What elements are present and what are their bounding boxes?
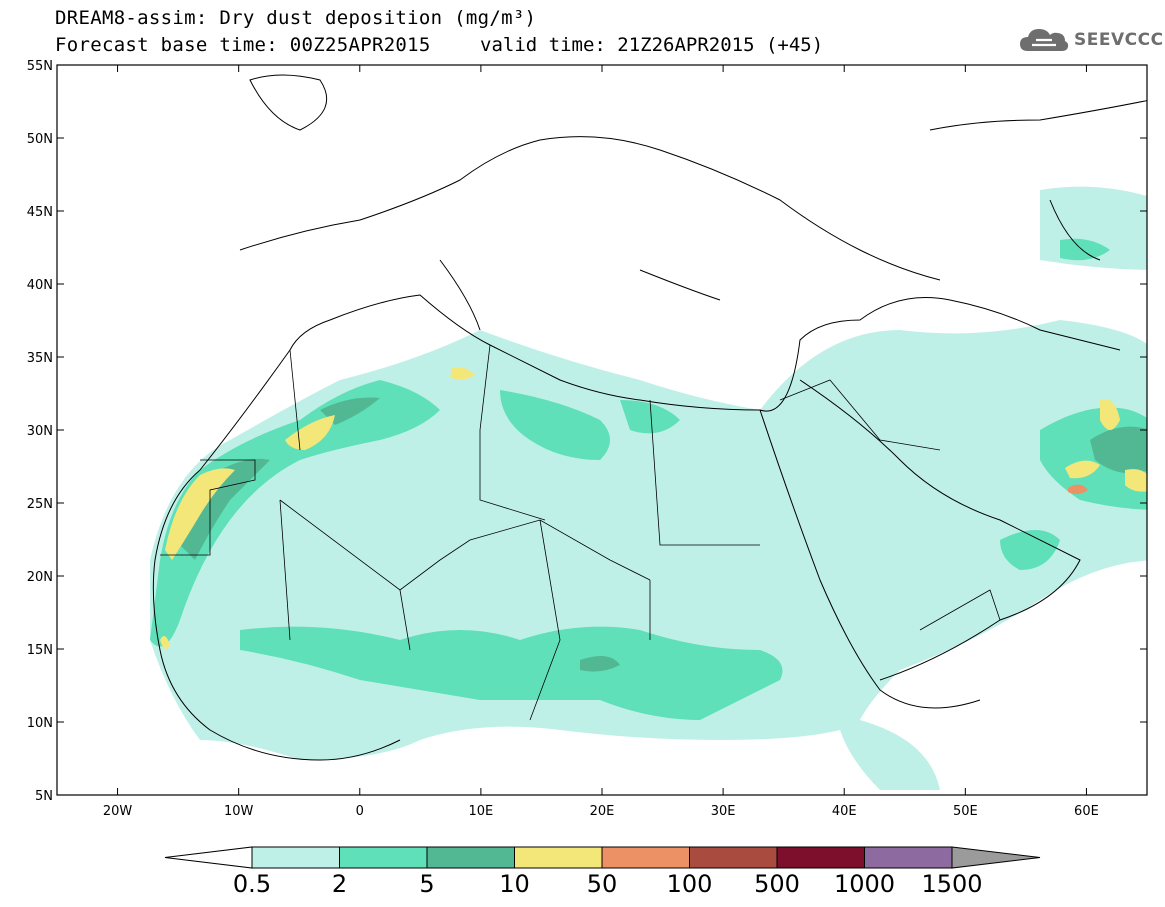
colorbar-threshold-label: 5 [419, 870, 435, 898]
lon-label: 10W [224, 804, 254, 819]
forecast-base-time: Forecast base time: 00Z25APR2015 [55, 34, 431, 56]
lon-label: 10E [469, 804, 494, 819]
colorbar-boxes [164, 846, 1041, 869]
level-10-50 [160, 367, 1147, 649]
colorbar-under-arrow [164, 846, 253, 869]
lon-label: 50E [953, 804, 978, 819]
lat-label: 30N [27, 424, 53, 439]
lat-label: 20N [27, 570, 53, 585]
seevccc-logo: SEEVCCC [1018, 22, 1164, 58]
colorbar-threshold-label: 50 [586, 870, 618, 898]
lat-label: 45N [27, 205, 53, 220]
longitude-labels: 20W 10W 0 10E 20E 30E 40E 50E 60E [103, 804, 1099, 819]
valid-time: valid time: 21Z26APR2015 (+45) [480, 34, 824, 56]
lon-label: 60E [1074, 804, 1099, 819]
map-title: DREAM8-assim: Dry dust deposition (mg/m³… [55, 7, 537, 29]
colorbar-box [514, 846, 603, 869]
colorbar-box [689, 846, 778, 869]
colorbar-box [339, 846, 428, 869]
colorbar-threshold-label: 2 [331, 870, 348, 898]
lat-label: 50N [27, 132, 53, 147]
colorbar-over-arrow [951, 846, 1041, 869]
level-5-10 [175, 397, 1147, 672]
lon-label: 0 [356, 804, 364, 819]
lat-label: 35N [27, 351, 53, 366]
coastlines [152, 74, 1147, 761]
lat-label: 55N [27, 59, 53, 74]
colorbar-threshold-label: 500 [754, 870, 800, 898]
colorbar-box [864, 846, 953, 869]
lon-label: 20E [590, 804, 615, 819]
lat-label: 25N [27, 497, 53, 512]
logo-text: SEEVCCC [1074, 30, 1164, 50]
lat-label: 15N [27, 643, 53, 658]
colorbar-threshold-label: 1000 [833, 870, 896, 898]
colorbar-box [776, 846, 865, 869]
dust-map: 5N 10N 15N 20N 25N 30N 35N 40N 45N 50N 55N 20W 10W 0… [27, 59, 1148, 819]
colorbar-box [251, 846, 340, 869]
lon-label: 20W [103, 804, 133, 819]
colorbar-box [601, 846, 690, 869]
cloud-icon [1020, 29, 1069, 51]
lon-label: 40E [832, 804, 857, 819]
lon-label: 30E [711, 804, 736, 819]
deposition-field [150, 74, 1147, 790]
colorbar-box [426, 846, 515, 869]
country-borders [160, 344, 1001, 721]
latitude-labels: 5N 10N 15N 20N 25N 30N 35N 40N 45N 50N 55N [27, 59, 53, 804]
lat-label: 5N [35, 789, 53, 804]
colorbar-threshold-label: 1500 [921, 870, 983, 898]
lat-label: 10N [27, 716, 53, 731]
level-50-100 [1068, 484, 1088, 495]
colorbar-threshold-label: 0.5 [232, 870, 272, 898]
axis-ticks [57, 64, 1147, 796]
colorbar-threshold-label: 100 [666, 870, 713, 898]
lat-label: 40N [27, 278, 53, 293]
colorbar-threshold-label: 10 [499, 870, 530, 898]
